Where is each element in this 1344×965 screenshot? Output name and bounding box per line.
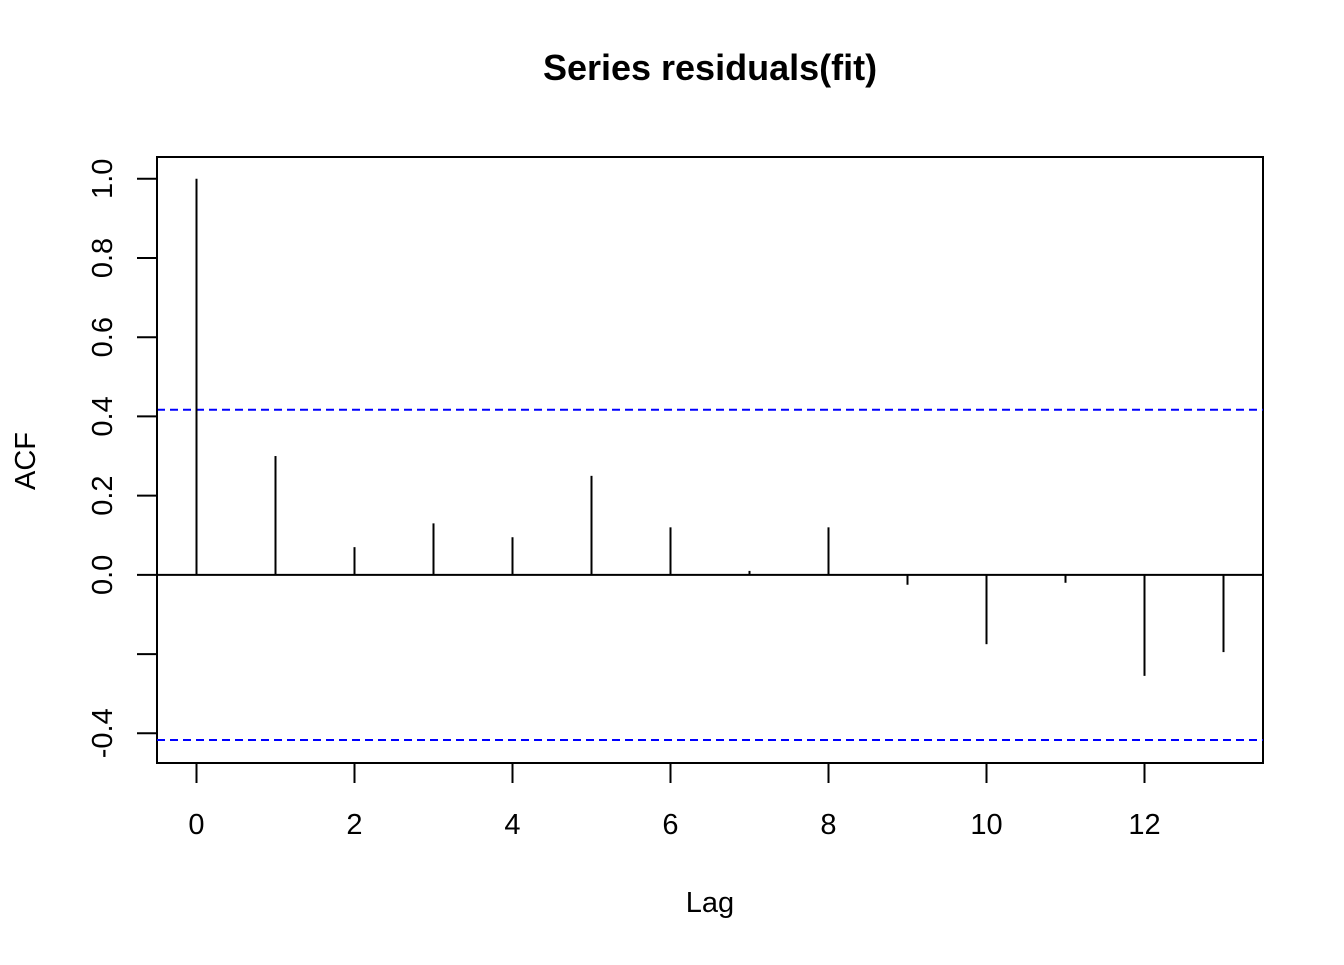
x-axis: 0 2 4 6 8 10 12 — [188, 762, 1161, 841]
x-tick-label: 8 — [820, 809, 836, 841]
y-tick-label: 0.8 — [87, 238, 119, 278]
chart-title: Series residuals(fit) — [543, 47, 877, 88]
x-tick-label: 4 — [504, 809, 520, 841]
x-tick-label: 0 — [188, 809, 204, 841]
x-tick-label: 12 — [1128, 809, 1160, 841]
acf-bars-group — [195, 178, 1225, 676]
x-tick-label: 6 — [662, 809, 678, 841]
y-tick-label: 0.0 — [87, 555, 119, 595]
x-tick-label: 10 — [970, 809, 1002, 841]
plot-frame — [156, 156, 1264, 764]
y-tick-label: 0.6 — [87, 317, 119, 357]
x-axis-label: Lag — [686, 887, 734, 919]
y-tick-label: 0.2 — [87, 475, 119, 515]
y-tick-label: 1.0 — [87, 159, 119, 199]
y-axis-label: ACF — [10, 432, 42, 490]
y-axis: 1.0 0.8 0.6 0.4 0.2 0.0 -0.4 — [87, 159, 158, 758]
confidence-bounds-group — [157, 408, 1263, 742]
y-tick-label: -0.4 — [87, 708, 119, 758]
x-tick-label: 2 — [346, 809, 362, 841]
y-tick-label: 0.4 — [87, 396, 119, 436]
